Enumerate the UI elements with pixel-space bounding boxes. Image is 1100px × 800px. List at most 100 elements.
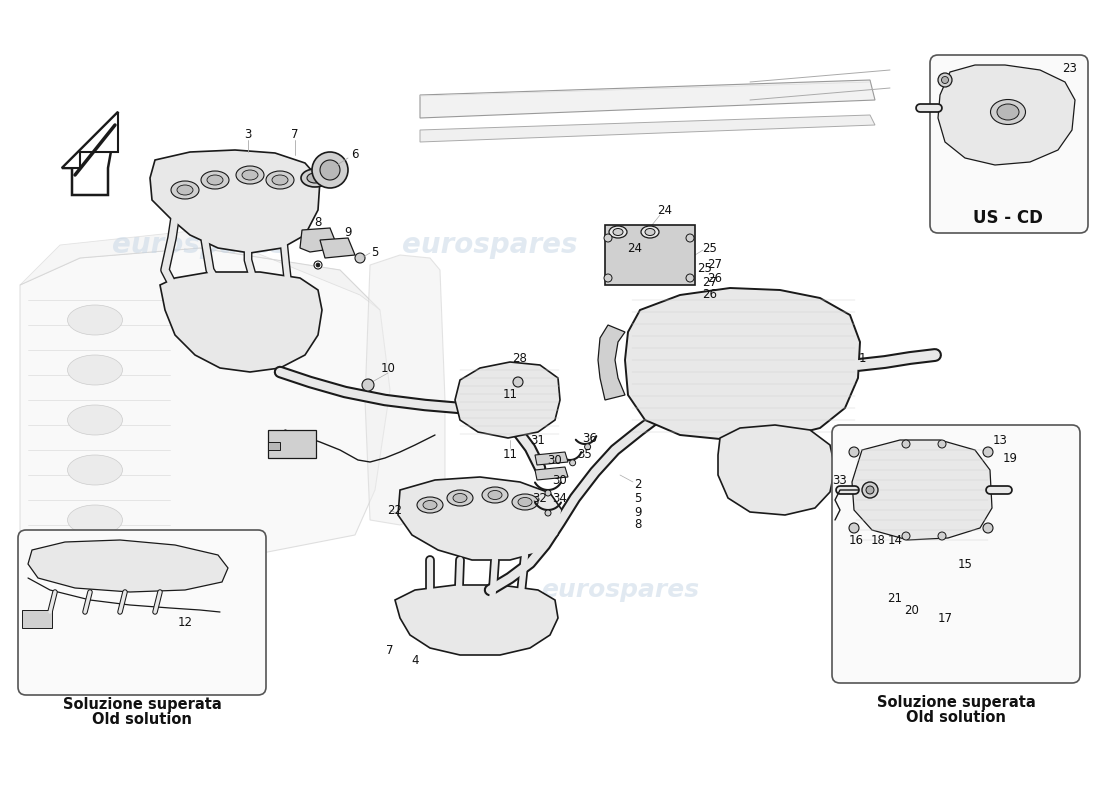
Text: 8: 8 — [315, 215, 321, 229]
Bar — [268, 442, 280, 450]
Bar — [268, 430, 316, 458]
Circle shape — [355, 253, 365, 263]
Text: eurospares: eurospares — [403, 231, 578, 259]
Circle shape — [604, 234, 612, 242]
Ellipse shape — [518, 498, 532, 506]
Polygon shape — [320, 238, 355, 258]
Text: 21: 21 — [888, 591, 902, 605]
Text: Old solution: Old solution — [92, 713, 191, 727]
Circle shape — [849, 447, 859, 457]
Ellipse shape — [67, 405, 122, 435]
Text: 6: 6 — [351, 149, 359, 162]
Ellipse shape — [170, 181, 199, 199]
Ellipse shape — [641, 226, 659, 238]
Text: Old solution: Old solution — [906, 710, 1005, 725]
Circle shape — [849, 523, 859, 533]
Text: 26: 26 — [703, 289, 717, 302]
Text: US - CD: US - CD — [974, 209, 1043, 227]
Bar — [22, 610, 52, 628]
Polygon shape — [598, 325, 625, 400]
FancyBboxPatch shape — [18, 530, 266, 695]
Circle shape — [938, 440, 946, 448]
Ellipse shape — [207, 175, 223, 185]
Text: 15: 15 — [958, 558, 972, 570]
Text: 10: 10 — [381, 362, 395, 374]
Text: 7: 7 — [386, 643, 394, 657]
Text: 28: 28 — [513, 351, 527, 365]
Polygon shape — [420, 80, 874, 118]
Circle shape — [938, 73, 952, 87]
Text: 11: 11 — [503, 449, 517, 462]
Circle shape — [938, 532, 946, 540]
Text: 24: 24 — [627, 242, 642, 254]
Ellipse shape — [645, 229, 654, 235]
Text: eurospares: eurospares — [541, 578, 700, 602]
Circle shape — [983, 523, 993, 533]
Circle shape — [570, 460, 575, 466]
Text: 34: 34 — [552, 491, 568, 505]
FancyBboxPatch shape — [832, 425, 1080, 683]
Text: 17: 17 — [937, 611, 953, 625]
Ellipse shape — [242, 170, 258, 180]
Text: 24: 24 — [658, 203, 672, 217]
Ellipse shape — [301, 169, 329, 187]
Polygon shape — [20, 248, 390, 570]
Text: 5: 5 — [372, 246, 378, 258]
Ellipse shape — [67, 305, 122, 335]
Text: eurospares: eurospares — [632, 376, 807, 404]
Polygon shape — [395, 585, 558, 655]
Text: 26: 26 — [707, 271, 723, 285]
Circle shape — [866, 486, 874, 494]
Ellipse shape — [512, 494, 538, 510]
Text: 19: 19 — [1002, 451, 1018, 465]
Text: 8: 8 — [635, 518, 641, 531]
Ellipse shape — [447, 490, 473, 506]
Circle shape — [902, 532, 910, 540]
Ellipse shape — [67, 355, 122, 385]
Circle shape — [942, 77, 948, 83]
Text: 3: 3 — [244, 129, 252, 142]
Text: 25: 25 — [697, 262, 713, 274]
Text: 20: 20 — [904, 603, 920, 617]
Polygon shape — [28, 540, 228, 592]
Ellipse shape — [488, 490, 502, 499]
Text: Soluzione superata: Soluzione superata — [63, 698, 221, 713]
Ellipse shape — [482, 487, 508, 503]
Text: 4: 4 — [411, 654, 419, 666]
Text: 27: 27 — [703, 275, 717, 289]
Text: 27: 27 — [707, 258, 723, 271]
Circle shape — [312, 152, 348, 188]
Circle shape — [686, 234, 694, 242]
Polygon shape — [62, 112, 118, 195]
Text: 12: 12 — [177, 617, 192, 630]
Text: 1: 1 — [858, 351, 866, 365]
Text: Soluzione superata: Soluzione superata — [877, 694, 1035, 710]
Polygon shape — [455, 362, 560, 438]
Text: 9: 9 — [344, 226, 352, 238]
FancyBboxPatch shape — [930, 55, 1088, 233]
Ellipse shape — [453, 494, 468, 502]
Polygon shape — [160, 272, 322, 372]
Circle shape — [314, 261, 322, 269]
Circle shape — [604, 274, 612, 282]
Circle shape — [316, 263, 320, 267]
Text: 2: 2 — [635, 478, 641, 491]
Circle shape — [983, 447, 993, 457]
Text: 14: 14 — [888, 534, 902, 546]
Bar — [605, 225, 695, 285]
Polygon shape — [420, 115, 874, 142]
Polygon shape — [625, 288, 860, 440]
Ellipse shape — [67, 455, 122, 485]
Text: 13: 13 — [992, 434, 1008, 446]
Text: eurospares: eurospares — [79, 585, 220, 605]
Text: 5: 5 — [635, 491, 641, 505]
Text: 25: 25 — [703, 242, 717, 254]
Text: eurospares: eurospares — [112, 231, 288, 259]
Text: 31: 31 — [530, 434, 546, 446]
Circle shape — [362, 379, 374, 391]
Polygon shape — [300, 228, 338, 252]
Circle shape — [862, 482, 878, 498]
Polygon shape — [20, 230, 379, 310]
Polygon shape — [398, 477, 562, 560]
Polygon shape — [938, 65, 1075, 165]
